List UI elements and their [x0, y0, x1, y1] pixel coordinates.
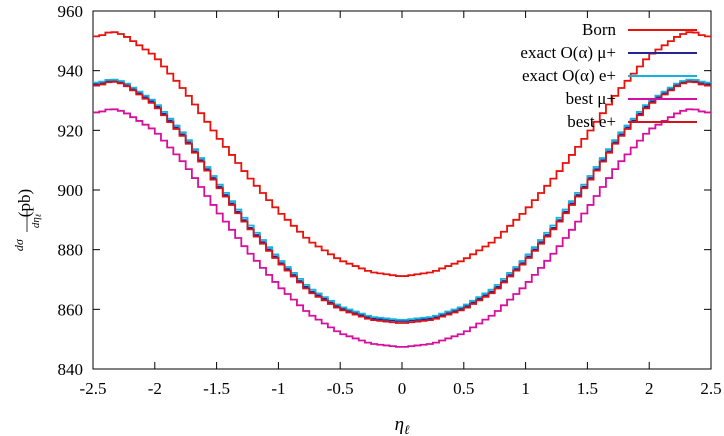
legend: Born exact O(α) μ+ exact O(α) e+ best μ+ bes…: [520, 20, 697, 131]
y-tick-label: 880: [58, 241, 84, 260]
y-tick-label: 860: [58, 300, 84, 319]
x-tick-label: 2: [645, 379, 654, 398]
plot-frame: [92, 10, 712, 370]
y-axis-title: dσ(pb) dηℓ: [12, 189, 43, 251]
legend-label-1: exact O(α) μ+: [520, 43, 616, 62]
x-tick-label: -2.5: [80, 379, 107, 398]
series-line-4: [93, 80, 711, 324]
series-line-1: [93, 80, 711, 322]
x-axis-ticks: -2.5 -2 -1.5 -1 -0.5 0 0.5 1 1.5 2 2.5: [80, 11, 722, 398]
x-tick-label: 0.5: [453, 379, 474, 398]
legend-label-0: Born: [582, 20, 617, 39]
x-tick-label: -1.5: [203, 379, 230, 398]
series-line-0: [93, 31, 711, 277]
legend-label-4: best e+: [567, 112, 616, 131]
series-line-2: [93, 78, 711, 321]
x-tick-label: 1: [521, 379, 530, 398]
svg-text:dσ(pb): dσ(pb): [12, 189, 34, 251]
x-tick-label: 1.5: [577, 379, 598, 398]
y-tick-label: 940: [58, 62, 84, 81]
legend-label-3: best μ+: [566, 89, 616, 108]
y-tick-label: 960: [58, 2, 84, 21]
x-tick-label: -0.5: [327, 379, 354, 398]
x-tick-label: -1: [271, 379, 285, 398]
x-tick-label: 2.5: [700, 379, 721, 398]
y-tick-label: 900: [58, 181, 84, 200]
legend-label-2: exact O(α) e+: [522, 66, 616, 85]
series-layer: [93, 31, 711, 348]
series-line-3: [93, 108, 711, 348]
y-tick-label: 840: [58, 360, 84, 379]
svg-text:dηℓ: dηℓ: [30, 213, 43, 228]
y-tick-label: 920: [58, 121, 84, 140]
y-axis-ticks: 840 860 880 900 920 940 960: [58, 2, 711, 379]
x-tick-label: 0: [398, 379, 407, 398]
x-tick-label: -2: [148, 379, 162, 398]
x-axis-title: ηℓ: [395, 414, 410, 436]
